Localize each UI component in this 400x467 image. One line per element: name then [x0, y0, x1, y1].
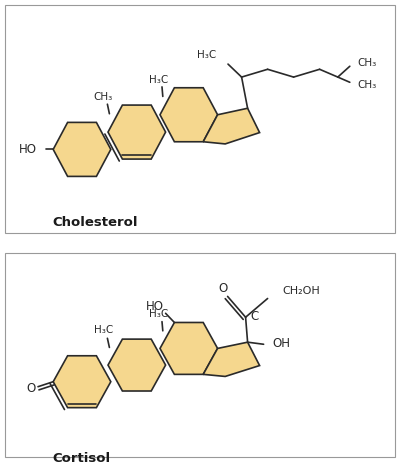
Text: C: C [250, 310, 259, 323]
Text: H₃C: H₃C [197, 50, 216, 60]
Text: H₃C: H₃C [94, 325, 113, 335]
Text: CH₃: CH₃ [357, 58, 376, 68]
Text: CH₂OH: CH₂OH [283, 286, 320, 296]
Polygon shape [108, 339, 166, 391]
Text: O: O [218, 283, 228, 296]
Text: CH₃: CH₃ [357, 80, 376, 90]
Polygon shape [53, 122, 111, 177]
Text: O: O [26, 382, 36, 395]
Text: Cholesterol: Cholesterol [52, 216, 138, 229]
Text: H₃C: H₃C [149, 75, 168, 85]
Polygon shape [108, 105, 166, 159]
Polygon shape [53, 356, 111, 408]
Bar [5, 253, 395, 457]
Text: Cortisol: Cortisol [52, 452, 110, 465]
Text: HO: HO [18, 143, 36, 156]
Polygon shape [203, 342, 260, 376]
Text: CH₃: CH₃ [94, 92, 113, 102]
Text: HO: HO [146, 300, 164, 313]
Polygon shape [203, 108, 260, 144]
Text: H₃C: H₃C [149, 309, 168, 319]
Polygon shape [160, 88, 218, 142]
Polygon shape [160, 323, 218, 375]
Text: OH: OH [272, 337, 290, 350]
